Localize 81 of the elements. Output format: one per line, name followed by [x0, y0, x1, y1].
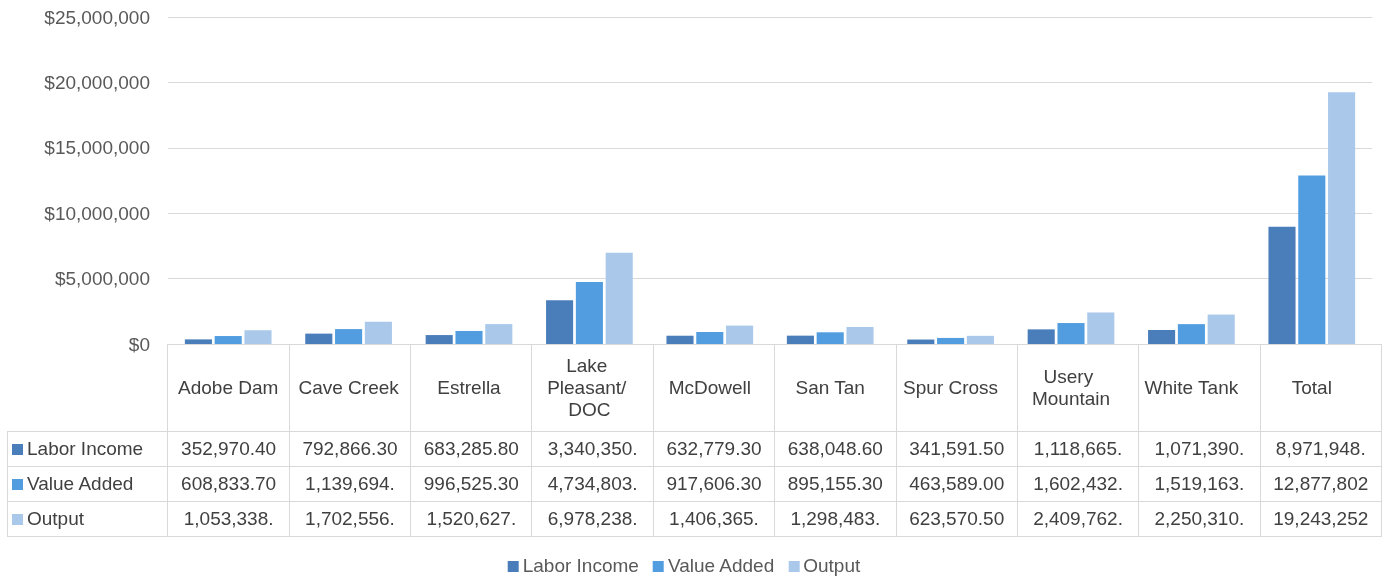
- data-label: 1,406,365.: [653, 501, 775, 536]
- bar: [184, 339, 212, 344]
- data-label: 3,340,350.: [531, 431, 654, 466]
- legend-label: Labor Income: [7, 431, 168, 466]
- text: Output: [27, 507, 85, 529]
- data-label: 623,570.50: [896, 501, 1018, 536]
- x-tick-label: McDowell: [668, 376, 751, 398]
- data-label: 895,155.30: [774, 466, 897, 501]
- bar: [786, 335, 814, 344]
- y-tick-label: $15,000,000: [44, 137, 150, 159]
- data-label: 1,702,556.: [289, 501, 411, 536]
- x-tick-label: Estrella: [437, 376, 502, 398]
- text: Labor Income: [522, 555, 639, 576]
- bar: [1057, 323, 1085, 344]
- data-label: 683,285.80: [410, 431, 532, 466]
- bar: [244, 330, 272, 344]
- x-tick-label: Usery Mountain: [1031, 365, 1111, 409]
- x-tick-label: Spur Cross: [903, 376, 999, 398]
- data-label: 1,071,390.: [1138, 431, 1261, 466]
- bar: [1207, 314, 1235, 344]
- bar: [575, 282, 603, 344]
- bar: [846, 327, 874, 344]
- bar: [455, 330, 483, 344]
- bar: [364, 321, 392, 344]
- data-label: 1,139,694.: [289, 466, 411, 501]
- bar: [335, 329, 363, 344]
- data-label: 1,520,627.: [410, 501, 532, 536]
- x-tick-label: Cave Creek: [298, 376, 400, 398]
- data-label: 1,519,163.: [1138, 466, 1261, 501]
- bar: [1148, 329, 1176, 344]
- bar: [305, 333, 333, 344]
- data-label: 8,971,948.: [1260, 431, 1382, 466]
- x-tick-label: White Tank: [1144, 376, 1239, 398]
- bar: [666, 335, 694, 344]
- data-label: 4,734,803.: [531, 466, 654, 501]
- legend-label: Value Added: [7, 466, 168, 501]
- legend-label: Output: [802, 555, 861, 576]
- data-label: 632,779.30: [653, 431, 775, 466]
- bar: [1268, 226, 1296, 344]
- data-label: 341,591.50: [896, 431, 1018, 466]
- data-label: 996,525.30: [410, 466, 532, 501]
- bar: [1328, 92, 1356, 344]
- bar: [485, 324, 513, 344]
- data-label: 6,978,238.: [531, 501, 654, 536]
- data-label: 1,053,338.: [167, 501, 290, 536]
- bar: [214, 336, 242, 344]
- bar: [696, 332, 724, 344]
- bar: [1298, 175, 1326, 344]
- y-tick-label: $25,000,000: [44, 6, 150, 28]
- data-label: 792,866.30: [289, 431, 411, 466]
- y-tick-label: $10,000,000: [44, 202, 150, 224]
- bar: [425, 335, 453, 344]
- bar: [816, 332, 844, 344]
- x-tick-label: San Tan: [795, 376, 865, 398]
- data-label: 2,409,762.: [1017, 501, 1139, 536]
- bar: [1087, 312, 1115, 344]
- bar: [966, 335, 994, 344]
- bar: [726, 325, 754, 344]
- data-label: 19,243,252: [1260, 501, 1382, 536]
- data-label: 352,970.40: [167, 431, 290, 466]
- data-label: 12,877,802: [1260, 466, 1382, 501]
- data-label: 917,606.30: [653, 466, 775, 501]
- data-label: 463,589.00: [896, 466, 1018, 501]
- data-label: 638,048.60: [774, 431, 897, 466]
- data-label: 1,298,483.: [774, 501, 897, 536]
- bar: [1027, 329, 1055, 344]
- bar: [546, 300, 574, 344]
- data-label: 1,602,432.: [1017, 466, 1139, 501]
- bar: [937, 337, 965, 344]
- y-tick-label: $5,000,000: [54, 268, 150, 290]
- y-tick-label: $20,000,000: [44, 71, 150, 93]
- bar: [605, 252, 633, 344]
- text: Value Added: [667, 555, 775, 576]
- bar: [1177, 324, 1205, 344]
- y-tick-label: $0: [128, 333, 150, 355]
- x-tick-label: Total: [1291, 376, 1332, 398]
- data-label: 1,118,665.: [1017, 431, 1139, 466]
- data-label: 608,833.70: [167, 466, 290, 501]
- x-tick-label: Lake Pleasant/ DOC: [547, 354, 632, 420]
- data-label: 2,250,310.: [1138, 501, 1261, 536]
- x-tick-label: Adobe Dam: [178, 376, 279, 398]
